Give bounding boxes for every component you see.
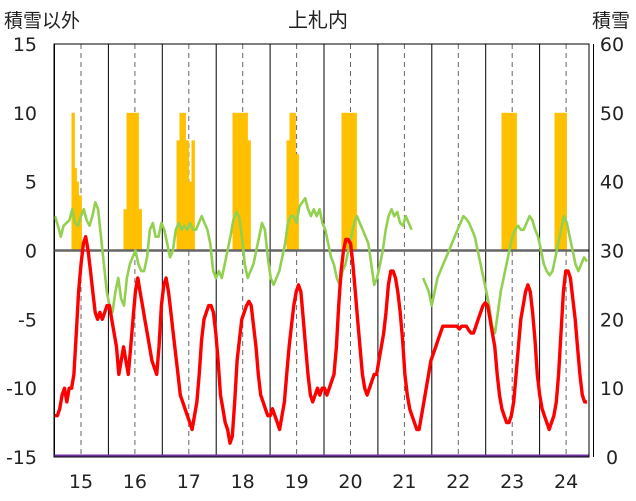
snow-bar: [179, 112, 183, 251]
snow-bar: [138, 209, 142, 251]
right-tick-label: 10: [600, 378, 624, 400]
left-tick-label: 0: [25, 241, 37, 263]
right-tick-label: 30: [600, 241, 624, 263]
snow-bar: [126, 112, 130, 251]
snow-bar: [71, 112, 75, 251]
snow-bar: [563, 112, 567, 251]
snow-bar: [129, 112, 133, 251]
left-tick-labels: 15 10 5 0 -5 -10 -15: [6, 34, 37, 469]
snow-bar: [501, 112, 505, 251]
x-tick-label: 22: [446, 471, 470, 493]
x-tick-label: 15: [69, 471, 93, 493]
snow-bar: [350, 112, 354, 251]
left-tick-label: 15: [13, 34, 37, 56]
x-tick-labels: 15 16 17 18 19 20 21 22 23 24: [69, 471, 578, 493]
snow-bar: [504, 112, 508, 251]
snow-bar: [554, 112, 558, 251]
snow-bar: [513, 112, 517, 251]
snow-bar: [132, 112, 136, 251]
snow-bar: [341, 112, 345, 251]
left-axis-label: 積雪以外: [4, 10, 80, 32]
snow-bar: [75, 181, 79, 251]
snow-bar: [191, 140, 195, 251]
snow-bar: [241, 112, 245, 251]
series-lines: [53, 196, 589, 445]
right-tick-labels: 60 50 40 30 20 10 0: [600, 34, 624, 469]
x-tick-label: 19: [285, 471, 309, 493]
snow-bar: [247, 140, 251, 251]
snow-bar: [560, 112, 564, 251]
right-axis-label: 積雪: [592, 10, 630, 32]
right-tick-label: 0: [606, 447, 618, 469]
right-tick-label: 50: [600, 103, 624, 125]
snow-bar: [292, 112, 296, 251]
x-tick-label: 20: [338, 471, 362, 493]
left-tick-label: 10: [13, 103, 37, 125]
snow-bar: [182, 112, 186, 251]
temperature-series-line: [55, 234, 587, 445]
snow-bar: [557, 112, 561, 251]
x-tick-label: 23: [500, 471, 524, 493]
snow-bars: [71, 112, 567, 251]
snow-bar: [353, 112, 357, 251]
snow-bar: [176, 140, 180, 251]
snow-bar: [188, 181, 192, 251]
secondary-series-line: [53, 196, 413, 314]
snow-bar: [347, 112, 351, 251]
snow-bar: [123, 209, 127, 251]
plot-border: [53, 43, 590, 458]
x-tick-label: 18: [231, 471, 255, 493]
snow-bar: [344, 112, 348, 251]
snow-bar: [289, 112, 293, 251]
snow-bar: [78, 195, 82, 251]
secondary-series-line: [421, 214, 589, 335]
chart-title: 上札内: [288, 8, 348, 32]
snow-bar: [73, 167, 77, 251]
snow-bar: [235, 112, 239, 251]
snow-bar: [295, 154, 299, 251]
day-dashed-gridlines: [80, 44, 567, 457]
snow-bar: [135, 112, 139, 251]
left-tick-label: 5: [25, 172, 37, 194]
x-tick-label: 16: [123, 471, 147, 493]
snow-bar: [507, 112, 511, 251]
snow-bar: [286, 140, 290, 251]
left-tick-label: -5: [18, 309, 37, 331]
snow-bar: [185, 140, 189, 251]
x-tick-label: 24: [554, 471, 578, 493]
snow-bar: [510, 112, 514, 251]
left-tick-label: -15: [6, 447, 37, 469]
snow-bar: [244, 112, 248, 251]
snow-bar: [232, 112, 236, 251]
snow-bar: [238, 112, 242, 251]
x-tick-label: 17: [177, 471, 201, 493]
right-tick-label: 60: [600, 34, 624, 56]
x-tick-label: 21: [392, 471, 416, 493]
right-tick-label: 40: [600, 172, 624, 194]
right-tick-label: 20: [600, 309, 624, 331]
left-tick-label: -10: [6, 378, 37, 400]
